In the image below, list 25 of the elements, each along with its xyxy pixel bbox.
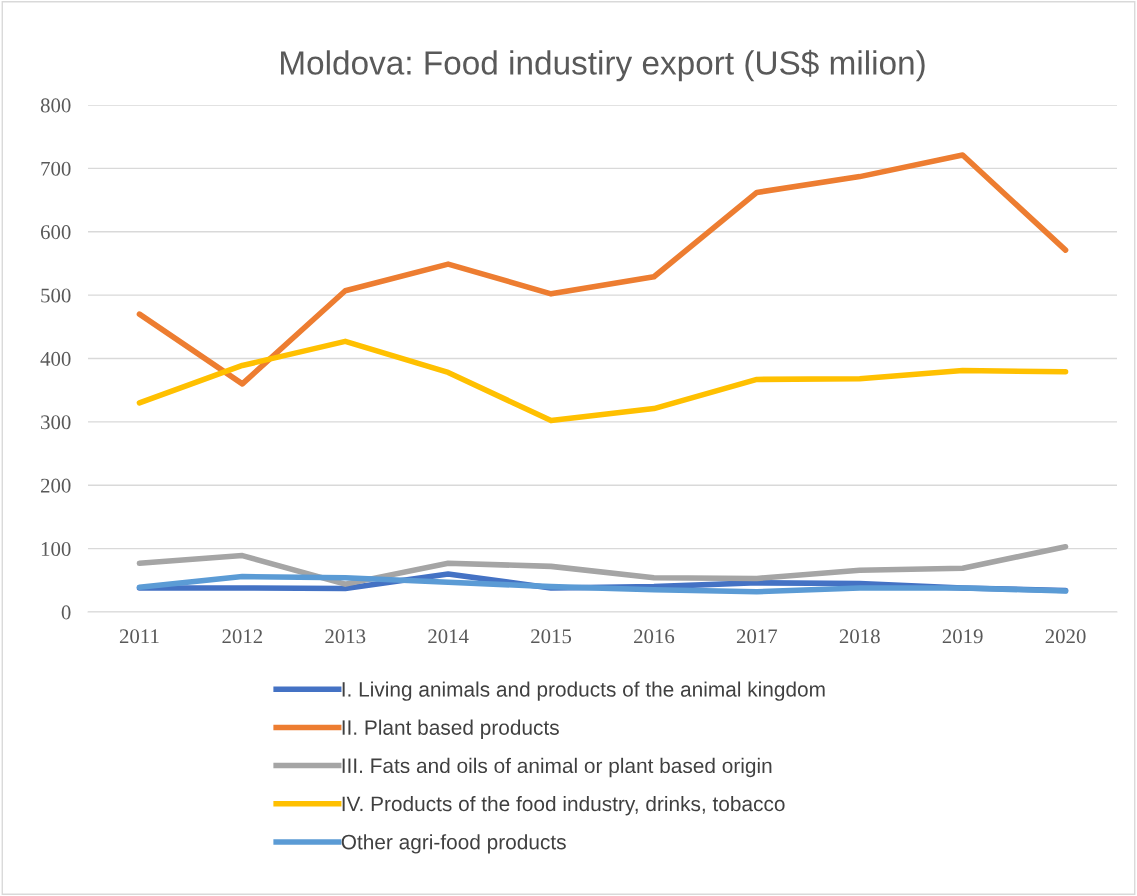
x-tick-label: 2014: [428, 629, 469, 644]
y-tick-label: 800: [40, 98, 71, 113]
x-tick-label: 2018: [839, 629, 880, 644]
y-tick-label: 700: [41, 161, 71, 176]
x-tick-label: 2017: [736, 629, 778, 644]
legend-label: II. Plant based products: [342, 719, 559, 740]
y-tick-label: 300: [41, 415, 71, 430]
x-tick-label: 2016: [634, 629, 675, 644]
x-tick-label: 2019: [942, 629, 983, 644]
legend-label: I. Living animals and products of the animal kingdom: [342, 681, 825, 701]
legend-label: III. Fats and oils of animal or plant based origin: [342, 757, 772, 778]
y-tick-label: 600: [40, 225, 71, 240]
x-tick-label: 2020: [1045, 629, 1086, 644]
y-tick-label: 100: [41, 542, 71, 557]
y-tick-label: 400: [40, 351, 71, 366]
x-tick-label: 2011: [119, 629, 159, 644]
y-tick-label: 0: [61, 605, 71, 620]
legend-label: IV. Products of the food industry, drinks, tobacco: [342, 795, 785, 816]
y-tick-label: 200: [41, 478, 71, 493]
x-tick-label: 2012: [222, 629, 263, 644]
chart-title: Moldova: Food industiry export (US$ milion): [281, 49, 925, 82]
x-tick-label: 2015: [531, 629, 572, 644]
y-tick-label: 500: [41, 288, 71, 303]
x-tick-label: 2013: [325, 629, 366, 644]
legend-label: Other agri-food products: [341, 834, 566, 854]
